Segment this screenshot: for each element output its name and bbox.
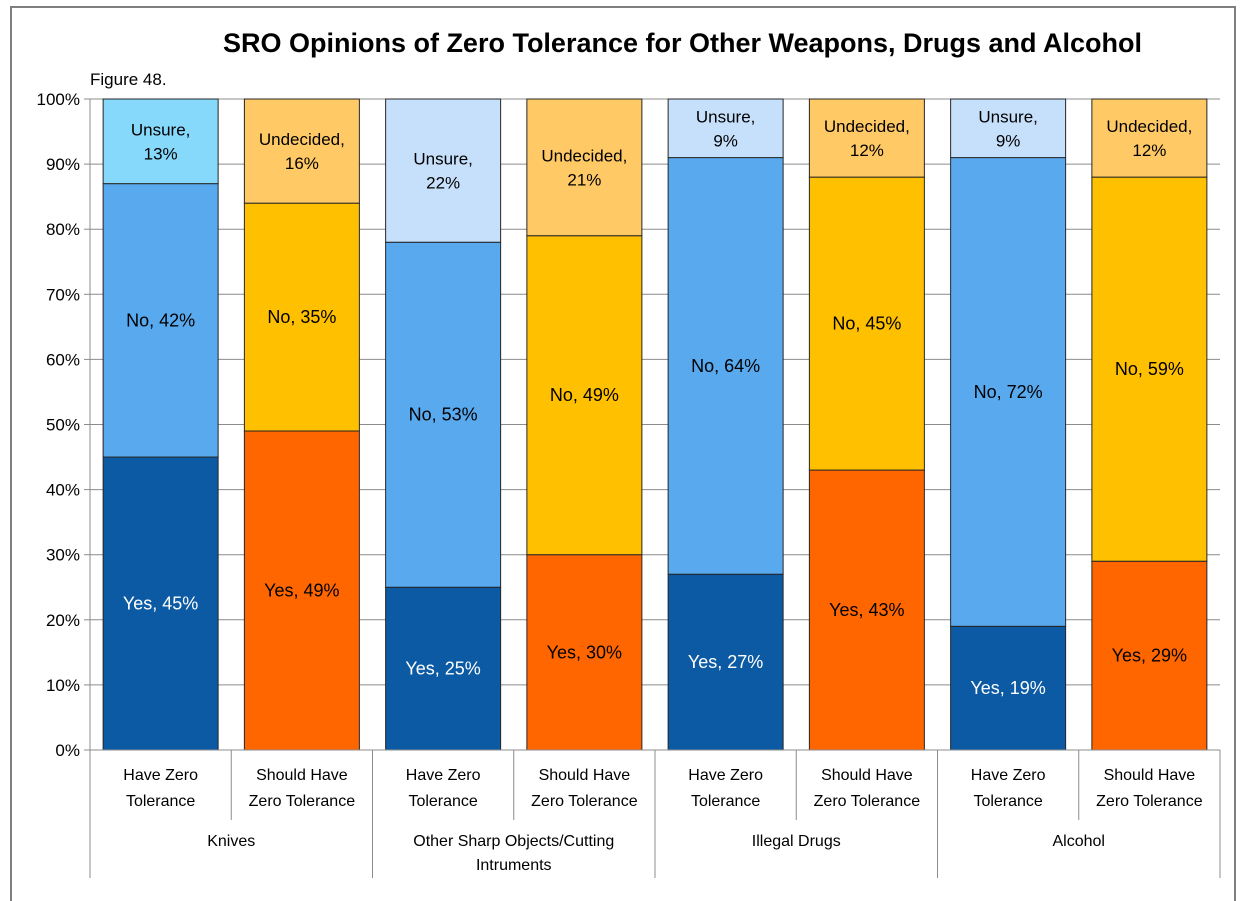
category-label: Have Zero <box>123 767 198 784</box>
data-label: Unsure, <box>413 150 473 169</box>
data-label: Yes, 25% <box>405 659 480 679</box>
bar-segment <box>102 98 219 185</box>
y-tick-label: 80% <box>46 220 80 239</box>
category-label: Have Zero <box>688 767 763 784</box>
category-label: Tolerance <box>408 793 477 810</box>
data-label: No, 42% <box>126 310 195 330</box>
data-label: No, 45% <box>832 314 901 334</box>
y-tick-label: 20% <box>46 611 80 630</box>
data-label: 12% <box>1132 141 1166 160</box>
y-tick-label: 30% <box>46 546 80 565</box>
data-label: 22% <box>426 174 460 193</box>
category-label: Should Have <box>256 767 348 784</box>
bar-segment <box>243 202 360 432</box>
bar-segment <box>1091 560 1208 751</box>
data-label: 9% <box>996 131 1021 150</box>
category-label: Zero Tolerance <box>249 793 356 810</box>
bar-segment <box>950 157 1067 627</box>
bar-segment <box>385 98 502 243</box>
data-label: Yes, 27% <box>688 652 763 672</box>
data-label: No, 64% <box>691 356 760 376</box>
category-label: Have Zero <box>971 767 1046 784</box>
y-tick-label: 40% <box>46 481 80 500</box>
bar-segment <box>526 235 643 556</box>
group-label: Intruments <box>476 857 552 874</box>
y-tick-label: 60% <box>46 350 80 369</box>
category-label: Tolerance <box>126 793 195 810</box>
bar-segment <box>102 183 219 458</box>
y-tick-label: 10% <box>46 676 80 695</box>
bar-segment <box>808 176 925 471</box>
bar-segment <box>385 241 502 588</box>
data-label: Yes, 30% <box>547 642 622 662</box>
data-label: 9% <box>713 131 738 150</box>
group-label: Knives <box>207 833 255 850</box>
data-label: No, 49% <box>550 385 619 405</box>
category-label: Zero Tolerance <box>1096 793 1203 810</box>
bar-segment <box>950 98 1067 159</box>
bar-segment <box>950 625 1067 751</box>
data-label: 21% <box>567 170 601 189</box>
group-label: Illegal Drugs <box>752 833 841 850</box>
data-label: Undecided, <box>824 117 910 136</box>
bar-segment <box>243 98 360 204</box>
data-label: Yes, 29% <box>1112 646 1187 666</box>
bar-segment <box>102 456 219 751</box>
data-label: No, 35% <box>267 307 336 327</box>
group-label: Other Sharp Objects/Cutting <box>413 833 614 850</box>
bar-segment <box>385 586 502 751</box>
data-label: Unsure, <box>978 107 1038 126</box>
data-label: No, 53% <box>409 405 478 425</box>
data-label: Yes, 49% <box>264 581 339 601</box>
y-tick-label: 90% <box>46 155 80 174</box>
chart-title: SRO Opinions of Zero Tolerance for Other… <box>222 28 1143 58</box>
category-label: Tolerance <box>973 793 1042 810</box>
data-label: Undecided, <box>1106 117 1192 136</box>
data-label: No, 59% <box>1115 359 1184 379</box>
bar-segment <box>526 554 643 751</box>
data-label: Unsure, <box>131 120 191 139</box>
data-label: Yes, 19% <box>970 678 1045 698</box>
category-label: Should Have <box>821 767 913 784</box>
bar-segment <box>808 98 925 178</box>
data-label: No, 72% <box>974 382 1043 402</box>
bar-segment <box>1091 176 1208 562</box>
bar-segment <box>1091 98 1208 178</box>
y-tick-label: 100% <box>37 90 80 109</box>
figure-label: Figure 48. <box>90 70 167 89</box>
data-label: 16% <box>285 154 319 173</box>
bar-segment <box>243 430 360 751</box>
category-label: Zero Tolerance <box>531 793 638 810</box>
category-label: Tolerance <box>691 793 760 810</box>
data-label: 12% <box>850 141 884 160</box>
group-label: Alcohol <box>1053 833 1105 850</box>
data-label: Yes, 43% <box>829 600 904 620</box>
category-label: Have Zero <box>406 767 481 784</box>
data-label: Undecided, <box>259 130 345 149</box>
category-label: Should Have <box>539 767 631 784</box>
bar-segment <box>667 98 784 159</box>
data-label: Yes, 45% <box>123 594 198 614</box>
y-tick-label: 0% <box>55 741 80 760</box>
y-tick-label: 50% <box>46 416 80 435</box>
data-label: 13% <box>144 144 178 163</box>
bar-segment <box>526 98 643 237</box>
category-label: Zero Tolerance <box>814 793 921 810</box>
data-label: Unsure, <box>696 107 756 126</box>
data-label: Undecided, <box>541 146 627 165</box>
y-tick-label: 70% <box>46 285 80 304</box>
category-label: Should Have <box>1104 767 1196 784</box>
